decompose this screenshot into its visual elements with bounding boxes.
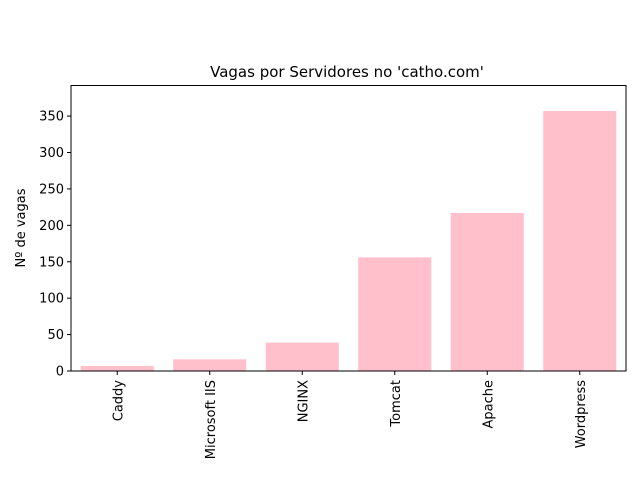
bar: [173, 359, 247, 371]
y-axis-label: Nº de vagas: [14, 188, 29, 267]
x-axis: Caddy Microsoft IIS NGINX Tomcat Apache Wordp…: [111, 371, 589, 459]
bar: [450, 212, 524, 371]
bar: [358, 257, 432, 371]
x-tick-label: Apache: [481, 380, 496, 429]
chart-title: Vagas por Servidores no 'catho.com': [210, 63, 484, 81]
x-tick-label: Microsoft IIS: [204, 380, 219, 459]
y-tick-label: 300: [39, 146, 64, 161]
x-tick-label: NGINX: [296, 380, 311, 422]
bars: [80, 110, 617, 371]
x-tick-label: Tomcat: [389, 380, 404, 428]
y-axis: 0 50 100 150 200 250 300 350: [39, 110, 71, 380]
x-tick-label: Wordpress: [574, 380, 589, 448]
bar: [80, 365, 154, 371]
y-tick-label: 50: [47, 328, 64, 343]
y-tick-label: 150: [39, 255, 64, 270]
bar: [543, 110, 617, 371]
bar: [265, 342, 339, 371]
y-tick-label: 250: [39, 182, 64, 197]
y-tick-label: 100: [39, 292, 64, 307]
y-tick-label: 350: [39, 110, 64, 125]
y-tick-label: 0: [56, 365, 64, 380]
x-tick-label: Caddy: [111, 380, 126, 422]
plot-frame: [70, 85, 627, 372]
y-tick-label: 200: [39, 219, 64, 234]
